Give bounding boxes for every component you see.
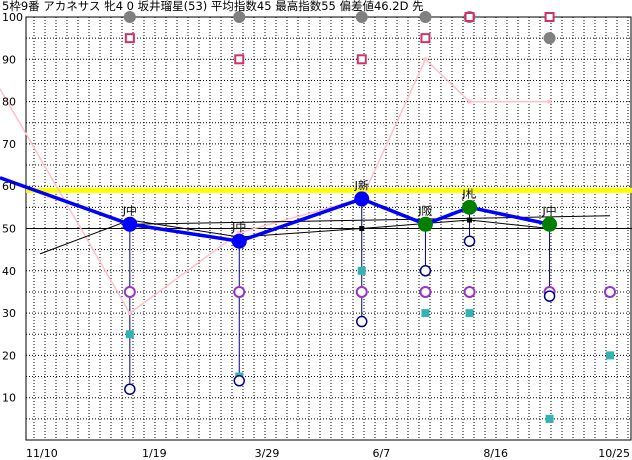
teal-point [545, 414, 554, 423]
trend-point [467, 217, 473, 223]
purple-point [463, 285, 476, 298]
purple-point [123, 285, 136, 298]
purple-point [419, 285, 432, 298]
y-tick-label: 20 [2, 349, 16, 362]
race-label: J中 [231, 221, 246, 234]
race-label: J中 [541, 204, 556, 217]
square-point [464, 12, 475, 22]
gray-point [233, 11, 246, 23]
race-label: J中 [122, 204, 137, 217]
y-tick-label: 50 [2, 223, 16, 236]
purple-point [233, 285, 246, 298]
y-tick-label: 40 [2, 265, 16, 278]
square-point [420, 33, 431, 44]
x-tick-label: 6/7 [372, 447, 390, 460]
teal-point [125, 330, 134, 339]
y-tick-label: 80 [2, 96, 16, 109]
gray-point [123, 11, 136, 23]
axes: 10 20 30 40 50 60 70 80 90 100 11/10 1/19 3/29 6/7 8/1… [2, 11, 630, 460]
gray-point [355, 11, 368, 23]
low-point [233, 375, 246, 387]
race-label: J札 [461, 187, 476, 200]
pink-point [127, 311, 132, 316]
x-tick-label: 10/25 [598, 447, 630, 460]
x-tick-label: 8/16 [483, 447, 508, 460]
y-tick-label: 100 [2, 11, 23, 24]
pink-point [547, 99, 552, 104]
index-point [231, 233, 247, 249]
index-point [542, 216, 558, 232]
low-point [419, 265, 432, 277]
pink-point [467, 99, 472, 104]
trend-point [359, 226, 365, 231]
square-point [234, 54, 245, 65]
gray-point [543, 32, 556, 45]
index-point [354, 191, 370, 207]
teal-point [421, 309, 430, 318]
square-point [544, 12, 555, 22]
y-tick-label: 10 [2, 392, 16, 405]
y-tick-label: 60 [2, 180, 16, 193]
x-tick-label: 11/10 [26, 447, 58, 460]
y-tick-label: 90 [2, 53, 16, 66]
x-tick-label: 3/29 [255, 447, 280, 460]
pink-point [237, 230, 242, 235]
square-point [356, 54, 367, 65]
future-teal-point [606, 351, 614, 360]
pink-point [423, 57, 428, 62]
low-point [543, 290, 556, 302]
y-tick-label: 30 [2, 307, 16, 320]
race-label: J新 [354, 178, 369, 192]
y-tick-label: 70 [2, 138, 16, 151]
purple-point [355, 285, 368, 298]
chart-title: 5枠9番 アカネサス 牝4 0 坂井瑠星(53) 平均指数45 最高指数55 偏… [2, 0, 424, 13]
marks: J中 J中 J新 J阪 J札 J中 [122, 11, 616, 423]
square-point [124, 33, 135, 44]
low-point [463, 235, 476, 247]
race-label: J阪 [417, 203, 432, 217]
index-point [417, 216, 433, 232]
index-point [462, 199, 478, 215]
low-point [124, 383, 136, 395]
gray-point [419, 11, 432, 23]
index-point [122, 216, 138, 232]
teal-point [465, 309, 474, 318]
x-tick-label: 1/19 [142, 447, 167, 460]
future-purple-point [604, 285, 616, 298]
teal-point [357, 266, 366, 275]
low-point [355, 315, 368, 328]
trend-extension-line [129, 215, 611, 225]
trend-line [39, 219, 550, 255]
